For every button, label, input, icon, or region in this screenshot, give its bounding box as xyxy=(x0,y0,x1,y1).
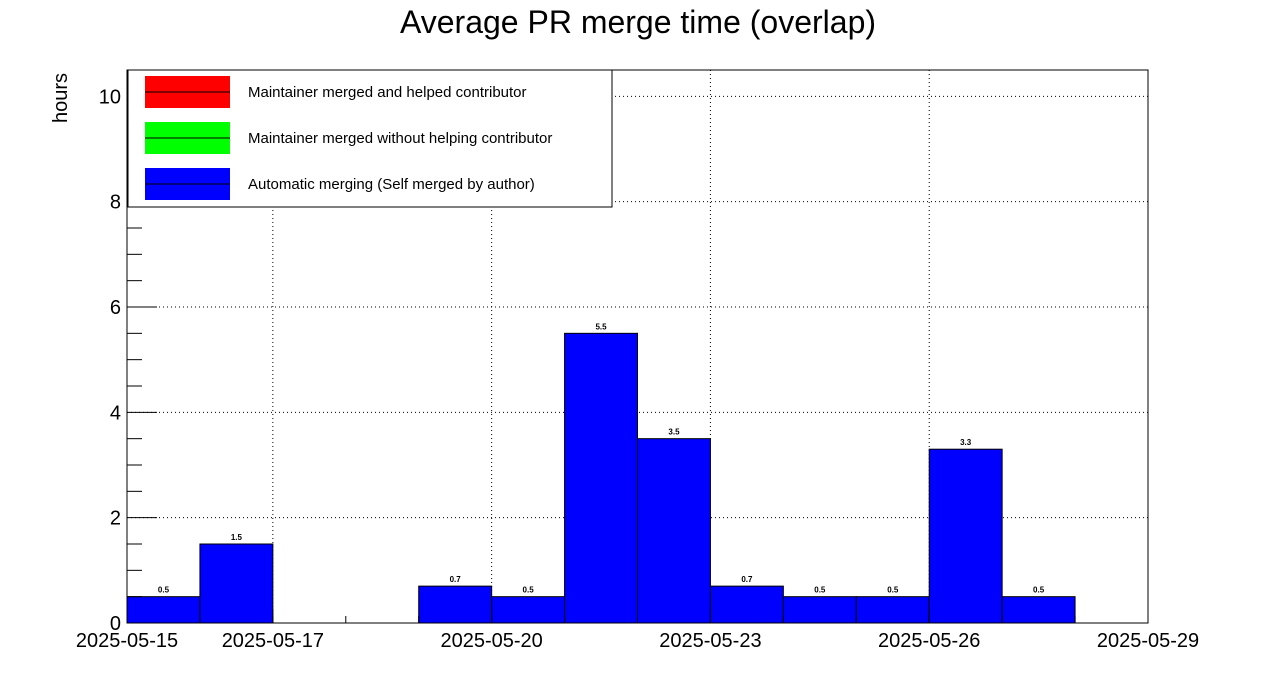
y-tick-label: 2 xyxy=(110,508,121,530)
y-axis-ticks: 0 2 4 6 8 10 xyxy=(99,69,157,635)
legend-label: Maintainer merged and helped contributor xyxy=(248,84,527,101)
bar-value-label: 0.7 xyxy=(450,575,462,584)
y-tick-label: 8 xyxy=(110,192,121,214)
bar xyxy=(418,585,493,624)
x-tick-label: 2025-05-20 xyxy=(440,630,542,652)
x-tick-label: 2025-05-23 xyxy=(659,630,761,652)
legend: Maintainer merged and helped contributor… xyxy=(127,69,613,208)
bars xyxy=(126,332,1076,624)
bar-value-label: 0.5 xyxy=(523,586,535,595)
x-tick-label: 2025-05-26 xyxy=(878,630,980,652)
bar xyxy=(928,448,1003,624)
x-tick-label: 2025-05-15 xyxy=(76,630,178,652)
bar xyxy=(782,596,857,624)
bar xyxy=(126,596,201,624)
bar xyxy=(855,596,930,624)
bar-value-label: 0.5 xyxy=(1033,586,1045,595)
bar xyxy=(564,332,638,624)
bar-value-label: 1.5 xyxy=(231,533,243,542)
bar-value-label: 0.5 xyxy=(814,586,826,595)
y-tick-label: 6 xyxy=(110,297,121,319)
x-axis-ticks: 2025-05-15 2025-05-17 2025-05-20 2025-05-23… xyxy=(76,609,1199,652)
bar xyxy=(199,543,274,624)
y-tick-label: 0 xyxy=(110,613,121,635)
bar xyxy=(491,596,566,624)
bar xyxy=(637,438,711,624)
x-tick-label: 2025-05-17 xyxy=(222,630,324,652)
bar-value-label: 3.3 xyxy=(960,438,972,447)
bar-value-labels: 0.5 1.5 0.7 0.5 5.5 3.5 0.7 0.5 0.5 3.3 0.5 xyxy=(158,322,1045,594)
bar-value-label: 5.5 xyxy=(595,322,607,331)
y-tick-label: 10 xyxy=(99,86,121,108)
y-axis-label: hours xyxy=(50,73,72,123)
bar-value-label: 0.5 xyxy=(158,586,170,595)
legend-label: Maintainer merged without helping contri… xyxy=(248,130,552,147)
chart-title: Average PR merge time (overlap) xyxy=(400,4,876,40)
bar xyxy=(709,585,784,624)
bar-value-label: 0.7 xyxy=(741,575,753,584)
legend-label: Automatic merging (Self merged by author… xyxy=(248,176,535,193)
x-tick-label: 2025-05-29 xyxy=(1097,630,1199,652)
y-tick-label: 4 xyxy=(110,402,121,424)
bar-value-label: 0.5 xyxy=(887,586,899,595)
bar xyxy=(1001,596,1076,624)
bar-value-label: 3.5 xyxy=(668,428,680,437)
